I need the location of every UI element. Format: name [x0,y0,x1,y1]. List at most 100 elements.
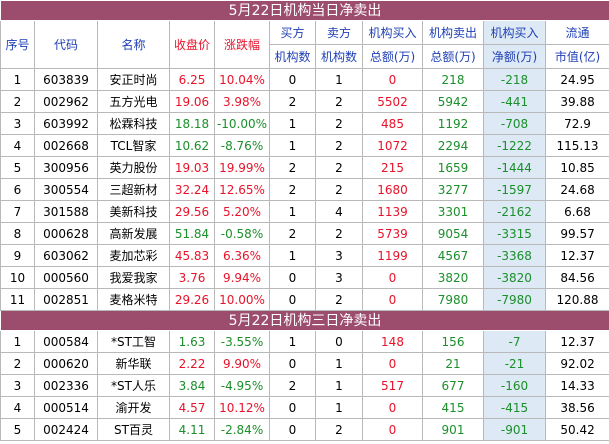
cell-sell-amount: 1659 [422,156,484,179]
cell-seq: 6 [0,178,35,201]
cell-market-cap: 6.68 [544,200,609,223]
cell-sell-amount: 901 [422,418,484,441]
table-row: 3 603992 松霖科技 18.18 -10.00% 1 2 485 1192 -708 72.9 [0,112,609,135]
header-buy-amount-bottom: 总额(万) [362,44,423,69]
cell-market-cap: 39.88 [544,90,609,113]
cell-net-amount: -7 [483,330,546,353]
cell-code: 300956 [34,156,98,179]
cell-change: 10.00% [214,288,270,311]
cell-sell-amount: 21 [422,352,484,375]
cell-code: 300554 [34,178,98,201]
cell-change: 3.98% [214,90,270,113]
cell-sell-count: 2 [315,288,363,311]
header-net-amount-top: 机构买入 [483,20,546,45]
cell-sell-count: 1 [315,374,363,397]
cell-code: 002424 [34,418,98,441]
cell-sell-count: 3 [315,244,363,267]
cell-net-amount: -21 [483,352,546,375]
cell-close: 51.84 [169,222,215,245]
cell-market-cap: 115.13 [544,134,609,157]
header-buy-count-top: 买方 [269,20,316,45]
cell-name: 英力股份 [97,156,170,179]
header-change: 涨跌幅 [214,20,270,69]
cell-sell-count: 2 [315,178,363,201]
section-title: 5月22日机构三日净卖出 [0,310,609,331]
cell-seq: 11 [0,288,35,311]
cell-name: 美新科技 [97,200,170,223]
cell-sell-count: 2 [315,222,363,245]
cell-seq: 1 [0,330,35,353]
table-row: 5 300956 英力股份 19.03 19.99% 2 2 215 1659 -1444 10.8… [0,156,609,179]
header-row-top: 序号 代码 名称 收盘价 涨跌幅 买方 卖方 机构买入 机构卖出 机构买入 流通 [0,20,609,69]
cell-buy-amount: 0 [362,396,423,419]
cell-market-cap: 12.37 [544,244,609,267]
cell-change: 12.65% [214,178,270,201]
cell-change: 5.20% [214,200,270,223]
cell-sell-amount: 3301 [422,200,484,223]
table-row: 1 603839 安正时尚 6.25 10.04% 0 1 0 218 -218 24.95 [0,68,609,91]
cell-code: 002336 [34,374,98,397]
cell-market-cap: 50.42 [544,418,609,441]
cell-sell-count: 1 [315,396,363,419]
header-seq: 序号 [0,20,35,69]
header-market-cap-top: 流通 [544,20,609,45]
cell-buy-amount: 148 [362,330,423,353]
cell-sell-count: 2 [315,112,363,135]
cell-buy-amount: 485 [362,112,423,135]
table-row: 6 300554 三超新材 32.24 12.65% 2 2 1680 3277 -1597 24.… [0,178,609,201]
section-title-row: 5月22日机构三日净卖出 [0,310,609,331]
cell-seq: 8 [0,222,35,245]
cell-close: 18.18 [169,112,215,135]
cell-change: 6.36% [214,244,270,267]
cell-sell-count: 2 [315,90,363,113]
cell-code: 603839 [34,68,98,91]
cell-sell-count: 2 [315,156,363,179]
header-sell-amount-bottom: 总额(万) [422,44,484,69]
cell-close: 4.11 [169,418,215,441]
cell-code: 603992 [34,112,98,135]
header-sell-count-top: 卖方 [315,20,363,45]
cell-close: 29.26 [169,288,215,311]
cell-market-cap: 38.56 [544,396,609,419]
cell-seq: 4 [0,134,35,157]
cell-buy-amount: 1072 [362,134,423,157]
cell-sell-count: 2 [315,418,363,441]
cell-net-amount: -415 [483,396,546,419]
table-row: 3 002336 *ST人乐 3.84 -4.95% 2 1 517 677 -160 14.33 [0,374,609,397]
header-row-bottom: 机构数 机构数 总额(万) 总额(万) 净额(万) 市值(亿) [1,44,609,69]
table-row: 2 002962 五方光电 19.06 3.98% 2 2 5502 5942 -441 39.88 [0,90,609,113]
cell-net-amount: -218 [483,68,546,91]
section-title: 5月22日机构当日净卖出 [0,0,609,21]
cell-buy-count: 1 [269,244,316,267]
cell-sell-count: 3 [315,266,363,289]
cell-code: 301588 [34,200,98,223]
cell-close: 3.84 [169,374,215,397]
cell-buy-amount: 0 [362,418,423,441]
cell-sell-amount: 415 [422,396,484,419]
header-buy-amount-top: 机构买入 [362,20,423,45]
cell-seq: 5 [0,418,35,441]
cell-net-amount: -3315 [483,222,546,245]
cell-sell-count: 1 [315,68,363,91]
cell-market-cap: 84.56 [544,266,609,289]
cell-close: 29.56 [169,200,215,223]
cell-market-cap: 92.02 [544,352,609,375]
cell-net-amount: -3820 [483,266,546,289]
table-row: 8 000628 高新发展 51.84 -0.58% 2 2 5739 9054 -3315 99.… [0,222,609,245]
table-row: 1 000584 *ST工智 1.63 -3.55% 1 0 148 156 -7 12.37 [0,330,609,353]
header-name: 名称 [97,20,170,69]
cell-buy-count: 0 [269,266,316,289]
cell-name: 高新发展 [97,222,170,245]
cell-sell-amount: 156 [422,330,484,353]
cell-sell-amount: 9054 [422,222,484,245]
header-buy-count-bottom: 机构数 [269,44,316,69]
header-close: 收盘价 [169,20,215,69]
header-sell-amount-top: 机构卖出 [422,20,484,45]
table-row: 2 000620 新华联 2.22 9.90% 0 1 0 21 -21 92.02 [0,352,609,375]
cell-net-amount: -441 [483,90,546,113]
cell-buy-amount: 0 [362,288,423,311]
cell-net-amount: -1222 [483,134,546,157]
cell-change: -4.95% [214,374,270,397]
table-row: 10 000560 我爱我家 3.76 9.94% 0 3 0 3820 -3820 84.56 [0,266,609,289]
